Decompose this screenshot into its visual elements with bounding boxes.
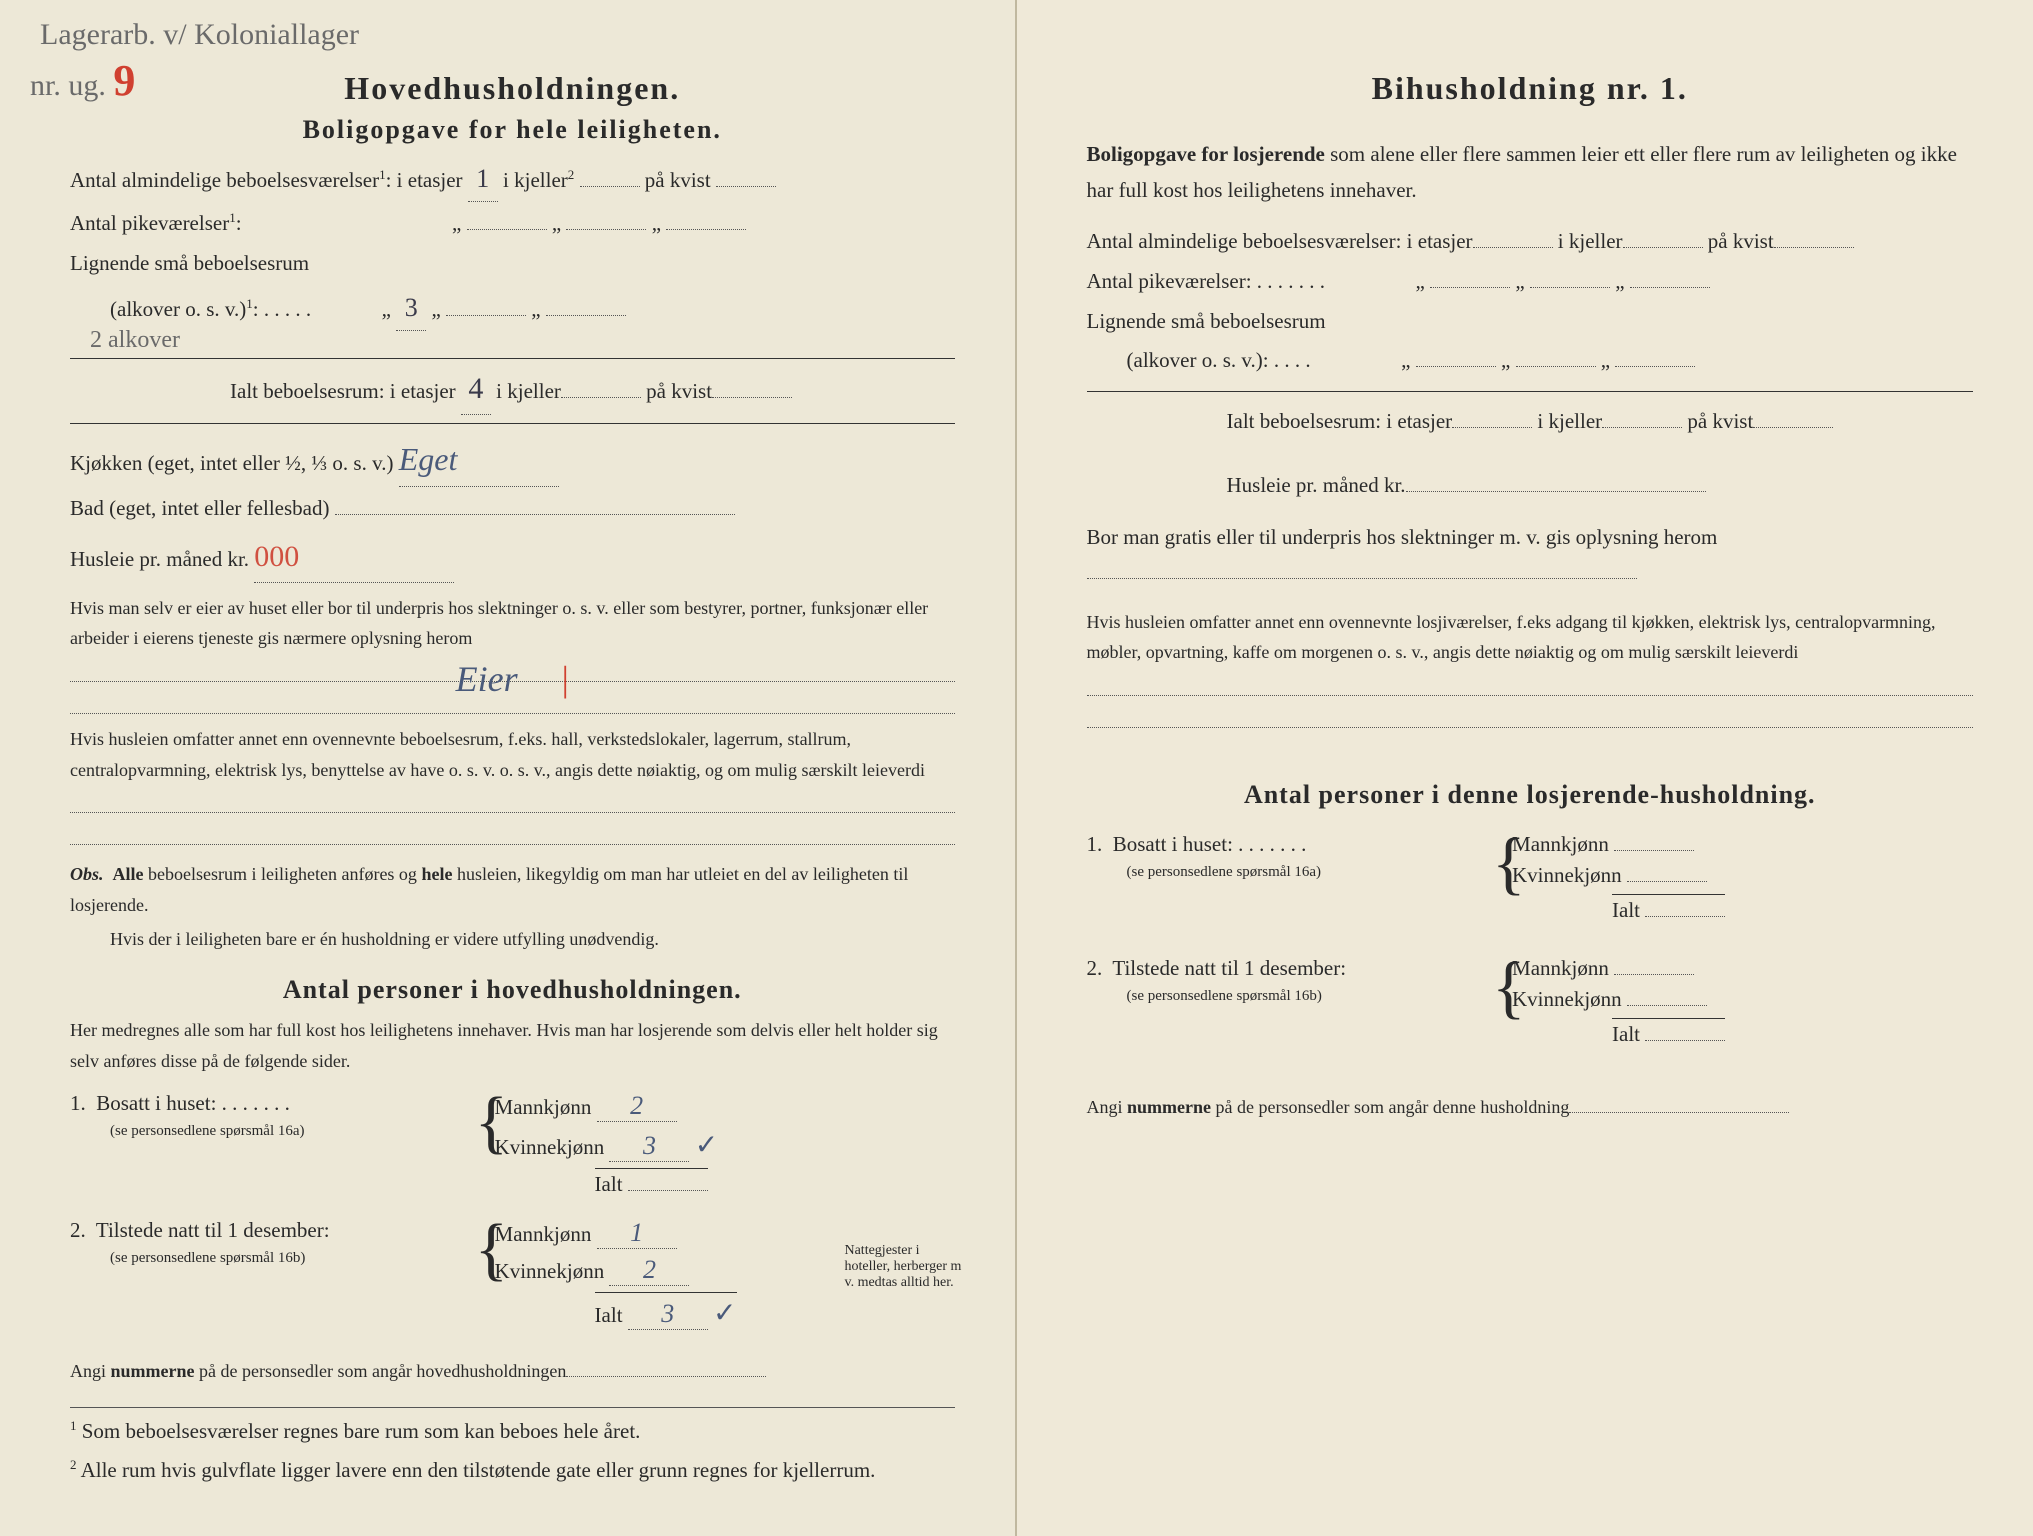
line-kjokken: Kjøkken (eget, intet eller ½, ⅓ o. s. v.… [70, 432, 955, 487]
natt-note: Nattegjester i hoteller, herberger m v. … [844, 1243, 964, 1291]
line-beboelse: Antal almindelige beboelsesværelser1: i … [70, 157, 955, 202]
kjokken-value: Eget [399, 432, 559, 487]
q2-row: 2. Tilstede natt til 1 desember: (se per… [70, 1218, 955, 1336]
line-bad: Bad (eget, intet eller fellesbad) [70, 491, 955, 527]
line-husleie: Husleie pr. måned kr. 000 [70, 531, 955, 583]
annotation-mid-text: nr. ug. [30, 69, 106, 102]
line-alkover: (alkover o. s. v.)1: . . . . . „ 3 „ „ [70, 286, 955, 331]
q1-row: 1. Bosatt i huset: . . . . . . . (se per… [70, 1091, 955, 1203]
q2-ialt: 3 [628, 1299, 708, 1330]
q1-mann: 2 [597, 1091, 677, 1122]
omfatter-text: Hvis husleien omfatter annet enn ovennev… [70, 724, 955, 785]
line-lignende: Lignende små beboelsesrum [70, 246, 955, 282]
r-line3: Lignende små beboelsesrum [1087, 304, 1974, 340]
r-q1-row: 1. Bosatt i huset: . . . . . . . (se per… [1087, 832, 1974, 929]
alkover-note: 2 alkover [90, 327, 955, 354]
eier-text: Hvis man selv er eier av huset eller bor… [70, 593, 955, 654]
right-intro: Boligopgave for losjerende som alene ell… [1087, 137, 1974, 208]
husleie-value: 000 [254, 531, 454, 583]
r-ialt: Ialt beboelsesrum: i etasjer i kjeller p… [1087, 404, 1974, 440]
obs-text2: Hvis der i leiligheten bare er én hushol… [70, 924, 955, 955]
annotation-top: Lagerarb. v/ Koloniallager [40, 18, 359, 52]
annotation-mid: nr. ug. 9 [30, 55, 135, 106]
left-subtitle: Boligopgave for hele leiligheten. [70, 115, 955, 145]
r-gratis: Bor man gratis eller til underpris hos s… [1087, 520, 1974, 591]
etasjer-value: 1 [468, 157, 498, 202]
line-pike: Antal pikeværelser1: „ „ „ [70, 206, 955, 242]
r-line2: Antal pikeværelser: . . . . . . . „ „ „ [1087, 264, 1974, 300]
right-title: Bihusholdning nr. 1. [1087, 70, 1974, 107]
angi-line: Angi nummerne på de personsedler som ang… [70, 1356, 955, 1387]
right-page: Bihusholdning nr. 1. Boligopgave for los… [1017, 0, 2033, 1536]
footnotes: 1 Som beboelsesværelser regnes bare rum … [70, 1407, 955, 1489]
r-angi: Angi nummerne på de personsedler som ang… [1087, 1092, 1974, 1123]
q1-ialt [628, 1190, 708, 1191]
r-husleie: Husleie pr. måned kr. [1087, 468, 1974, 504]
r-antal-header: Antal personer i denne losjerende-hushol… [1087, 780, 1974, 810]
r-line1: Antal almindelige beboelsesværelser: i e… [1087, 224, 1974, 260]
left-page: Lagerarb. v/ Koloniallager nr. ug. 9 Hov… [0, 0, 1017, 1536]
antal-header: Antal personer i hovedhusholdningen. [70, 975, 955, 1005]
annotation-number: 9 [113, 56, 135, 105]
q2-mann: 1 [597, 1218, 677, 1249]
obs-block: Obs. Alle beboelsesrum i leiligheten anf… [70, 859, 955, 920]
left-title: Hovedhusholdningen. [70, 70, 955, 107]
alkover-value: 3 [396, 286, 426, 331]
r-omfatter: Hvis husleien omfatter annet enn ovennev… [1087, 607, 1974, 668]
antal-intro: Her medregnes alle som har full kost hos… [70, 1015, 955, 1076]
eier-value: Eier [456, 659, 518, 699]
q2-kvinne: 2 [609, 1255, 689, 1286]
ialt-value: 4 [461, 363, 491, 415]
q1-kvinne: 3 [609, 1131, 689, 1162]
r-line3b: (alkover o. s. v.): . . . . „ „ „ [1087, 343, 1974, 379]
r-q2-row: 2. Tilstede natt til 1 desember: (se per… [1087, 956, 1974, 1053]
line-ialt: Ialt beboelsesrum: i etasjer 4 i kjeller… [70, 358, 955, 415]
